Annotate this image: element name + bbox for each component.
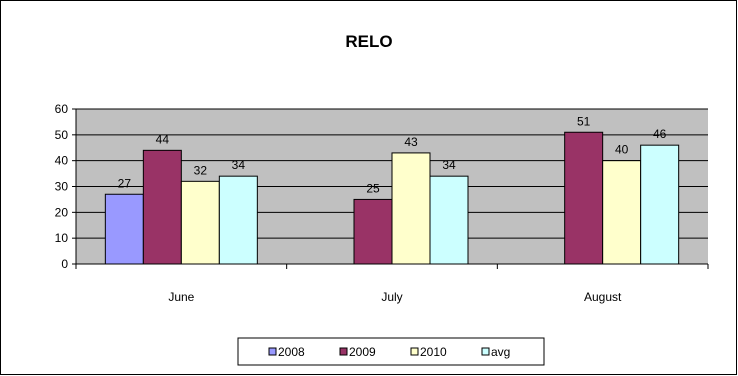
data-label-avg-july: 34 xyxy=(442,158,456,172)
y-tick-label: 0 xyxy=(61,257,68,271)
data-label-2009-july: 25 xyxy=(366,181,380,195)
bar-2008-june xyxy=(104,193,144,265)
legend-box xyxy=(237,337,545,366)
y-axis: 0 10 20 30 40 50 60 xyxy=(55,102,77,271)
y-tick-label: 50 xyxy=(55,128,69,142)
legend: 2008 2009 2010 avg xyxy=(237,337,545,366)
bar-2010-august xyxy=(602,160,642,265)
legend-swatch-2008 xyxy=(268,347,277,356)
bar-2010-july xyxy=(391,152,431,265)
data-label-2009-june: 44 xyxy=(156,132,170,146)
data-label-2010-july: 43 xyxy=(404,135,418,149)
category-label-june: June xyxy=(168,290,194,304)
legend-label-2009: 2009 xyxy=(349,345,376,359)
bars xyxy=(104,131,680,265)
bar-2009-july xyxy=(353,198,393,265)
category-label-august: August xyxy=(584,290,622,304)
legend-label-2008: 2008 xyxy=(278,345,305,359)
legend-swatch-avg xyxy=(481,347,490,356)
bar-avg-july xyxy=(429,175,469,265)
category-label-july: July xyxy=(381,290,402,304)
data-labels: 27 44 32 34 25 43 34 51 40 46 xyxy=(118,114,667,195)
data-label-2010-june: 32 xyxy=(194,163,208,177)
bar-2009-june xyxy=(142,149,182,265)
y-tick-label: 40 xyxy=(55,154,69,168)
bar-avg-august xyxy=(640,144,680,265)
y-tick-label: 30 xyxy=(55,180,69,194)
bar-avg-june xyxy=(218,175,258,265)
legend-swatch-2009 xyxy=(339,347,348,356)
legend-swatch-2010 xyxy=(410,347,419,356)
y-tick-label: 10 xyxy=(55,231,69,245)
legend-label-2010: 2010 xyxy=(420,345,447,359)
data-label-2008-june: 27 xyxy=(118,176,132,190)
y-tick-label: 20 xyxy=(55,205,69,219)
data-label-avg-june: 34 xyxy=(232,158,246,172)
data-label-2010-august: 40 xyxy=(615,143,629,157)
bar-2010-june xyxy=(180,180,220,265)
y-tick-label: 60 xyxy=(55,102,69,116)
data-label-avg-august: 46 xyxy=(653,127,667,141)
chart-title: RELO xyxy=(345,32,392,51)
data-label-2009-august: 51 xyxy=(577,114,591,128)
legend-label-avg: avg xyxy=(491,345,510,359)
bar-2009-august xyxy=(564,131,604,265)
